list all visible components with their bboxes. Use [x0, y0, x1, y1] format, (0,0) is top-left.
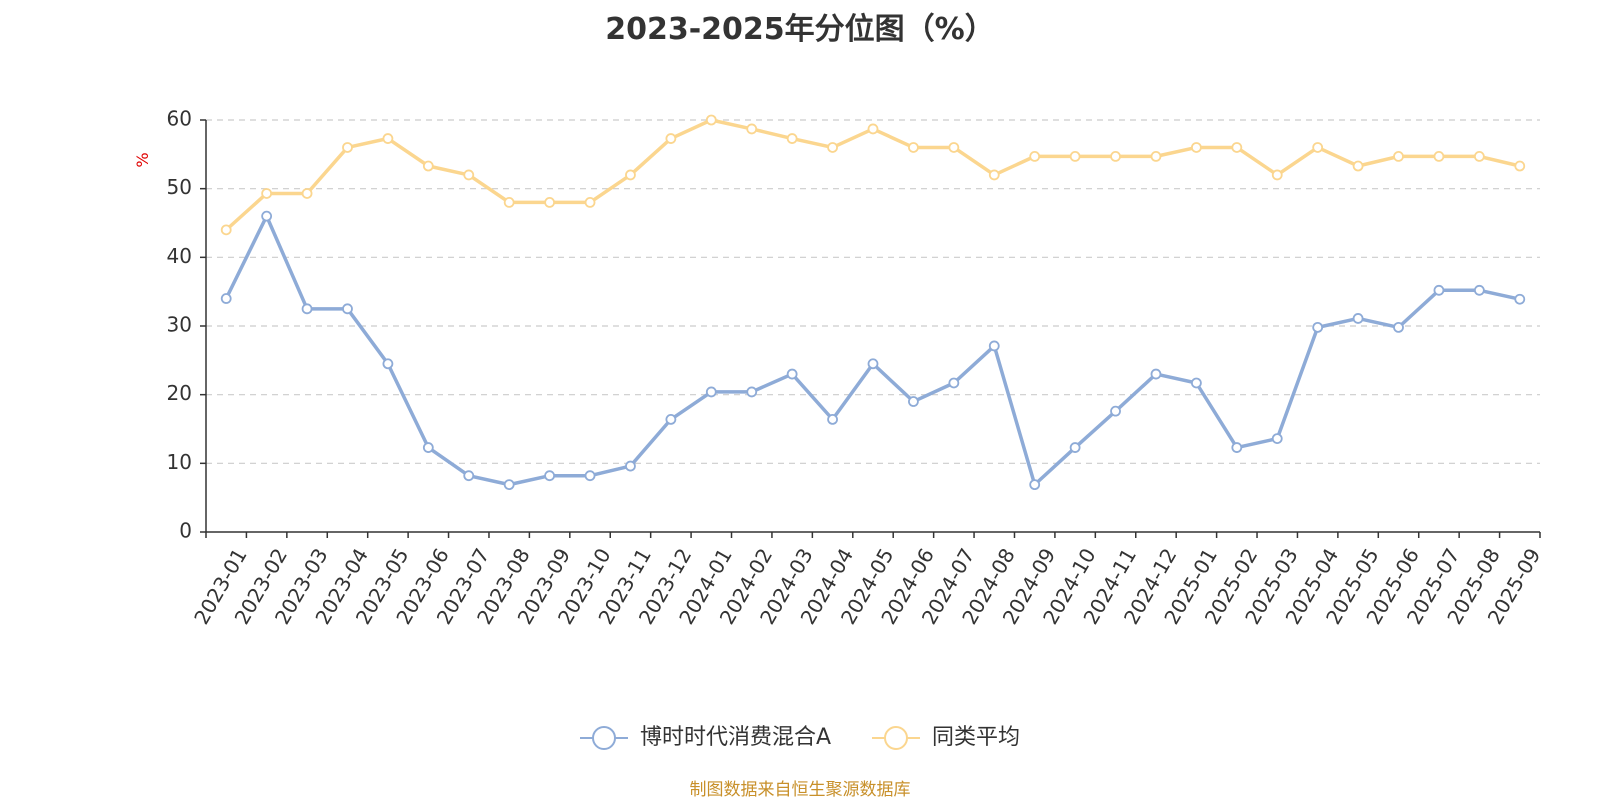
data-point [1352, 160, 1364, 172]
data-point [463, 169, 475, 181]
data-point [301, 303, 313, 315]
data-point [665, 413, 677, 425]
data-point [342, 303, 353, 315]
axes [200, 119, 1541, 538]
data-point [746, 386, 758, 398]
data-point [908, 142, 919, 153]
data-point [1069, 442, 1081, 453]
data-point [1029, 479, 1041, 491]
data-point [1473, 284, 1485, 296]
data-point [544, 196, 556, 208]
y-tick-label: 30 [167, 313, 192, 337]
grid-lines [206, 119, 1540, 464]
data-point [625, 460, 636, 472]
data-point [261, 210, 273, 222]
data-point [1433, 150, 1445, 162]
data-point [503, 196, 515, 208]
legend-label: 博时时代消费混合A [640, 725, 831, 750]
data-point [705, 114, 717, 126]
legend-item: 同类平均 [872, 725, 1020, 750]
y-tick-label: 20 [167, 381, 192, 405]
data-point [544, 470, 556, 482]
data-point [1393, 150, 1404, 162]
data-point [786, 368, 798, 380]
data-point [1433, 284, 1445, 296]
data-point [1271, 433, 1283, 445]
data-point [342, 142, 353, 153]
y-tick-label: 0 [179, 519, 192, 543]
data-point [665, 133, 677, 144]
data-point [503, 479, 515, 491]
data-point [463, 470, 475, 482]
y-tick-label: 60 [167, 107, 192, 131]
data-point [1514, 160, 1526, 172]
data-point [261, 188, 273, 199]
chart-title: 2023-2025年分位图（%） [605, 12, 995, 47]
data-point [382, 358, 394, 370]
data-point [1231, 142, 1243, 153]
data-point [1069, 150, 1081, 162]
data-point [908, 396, 919, 407]
data-point [1029, 150, 1041, 162]
series-group [220, 210, 1526, 491]
data-point [422, 442, 434, 453]
data-point [220, 224, 232, 236]
data-point [1190, 377, 1202, 389]
series-group [220, 114, 1526, 236]
data-point [1514, 293, 1526, 305]
y-tick-label: 40 [167, 244, 192, 268]
legend-swatch-marker [592, 726, 616, 750]
y-axis-unit-label: % [133, 152, 152, 167]
data-point [1150, 368, 1162, 380]
source-note: 制图数据来自恒生聚源数据库 [689, 780, 911, 800]
data-point [786, 133, 798, 144]
series-line [225, 118, 1521, 232]
data-point [1110, 150, 1121, 162]
data-point [1190, 142, 1202, 153]
data-point [584, 196, 596, 208]
data-point [1110, 405, 1121, 417]
data-point [1312, 142, 1324, 153]
data-point [948, 142, 960, 153]
data-point [422, 160, 434, 172]
data-point [1312, 321, 1324, 333]
data-point [301, 188, 313, 199]
data-point [988, 169, 1000, 181]
data-point [1150, 150, 1162, 162]
series-line [224, 214, 1521, 487]
data-point [746, 123, 758, 135]
data-point [827, 142, 838, 153]
x-tick-labels: 2023-012023-022023-032023-042023-052023-… [189, 544, 1545, 628]
y-tick-label: 10 [167, 450, 192, 474]
y-tick-label: 50 [167, 175, 192, 199]
data-point [1352, 313, 1364, 324]
legend-swatch-marker [884, 726, 908, 750]
legend-label: 同类平均 [932, 725, 1020, 750]
data-point [827, 413, 838, 425]
data-point [1473, 150, 1485, 162]
legend-item: 博时时代消费混合A [580, 725, 831, 750]
series-lines [220, 114, 1526, 491]
data-point [382, 133, 394, 144]
data-point [220, 293, 232, 304]
data-point [1393, 321, 1404, 333]
legend: 博时时代消费混合A 同类平均 [580, 725, 1020, 750]
data-point [1231, 442, 1243, 453]
y-tick-labels: 0 10 20 30 40 50 60 [167, 107, 192, 543]
data-point [705, 386, 717, 398]
data-point [948, 377, 960, 389]
data-point [625, 169, 636, 181]
data-point [988, 340, 1000, 352]
data-point [867, 358, 879, 370]
data-point [1271, 169, 1283, 181]
data-point [867, 123, 879, 135]
data-point [584, 470, 596, 482]
